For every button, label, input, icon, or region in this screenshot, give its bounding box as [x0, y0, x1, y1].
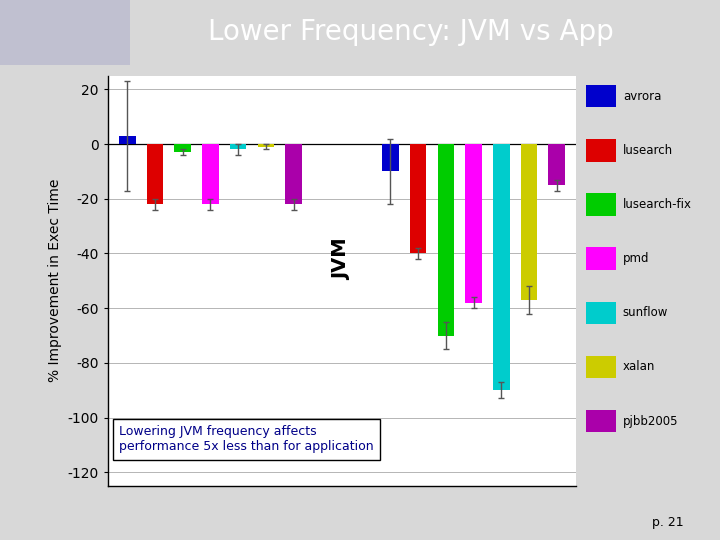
Bar [202, 144, 219, 204]
Text: xalan: xalan [623, 361, 655, 374]
Bar [119, 136, 135, 144]
Bar [174, 144, 191, 152]
Text: Lowering JVM frequency affects
performance 5x less than for application: Lowering JVM frequency affects performan… [119, 426, 374, 454]
Text: pjbb2005: pjbb2005 [623, 415, 678, 428]
Bar [549, 144, 565, 185]
Bar [382, 144, 399, 171]
Bar [586, 410, 616, 433]
Text: Lower Frequency: JVM vs App: Lower Frequency: JVM vs App [207, 18, 613, 46]
Bar [521, 144, 537, 300]
Text: lusearch: lusearch [623, 144, 673, 157]
Bar [586, 139, 616, 161]
Bar [586, 356, 616, 379]
Bar [586, 301, 616, 324]
Bar [586, 85, 616, 107]
Bar [493, 144, 510, 390]
Bar [465, 144, 482, 303]
Bar [147, 144, 163, 204]
Bar [410, 144, 426, 253]
Bar [230, 144, 246, 150]
Bar [438, 144, 454, 335]
Text: avrora: avrora [623, 90, 661, 103]
Text: pmd: pmd [623, 252, 649, 265]
Text: lusearch-fix: lusearch-fix [623, 198, 692, 211]
Text: JVM: JVM [333, 238, 351, 280]
Bar [0, 0, 130, 65]
Text: p. 21: p. 21 [652, 516, 684, 529]
Bar [258, 144, 274, 147]
Y-axis label: % Improvement in Exec Time: % Improvement in Exec Time [48, 179, 62, 382]
Bar [586, 193, 616, 216]
Bar [586, 247, 616, 270]
Bar [285, 144, 302, 204]
Text: sunflow: sunflow [623, 306, 668, 319]
